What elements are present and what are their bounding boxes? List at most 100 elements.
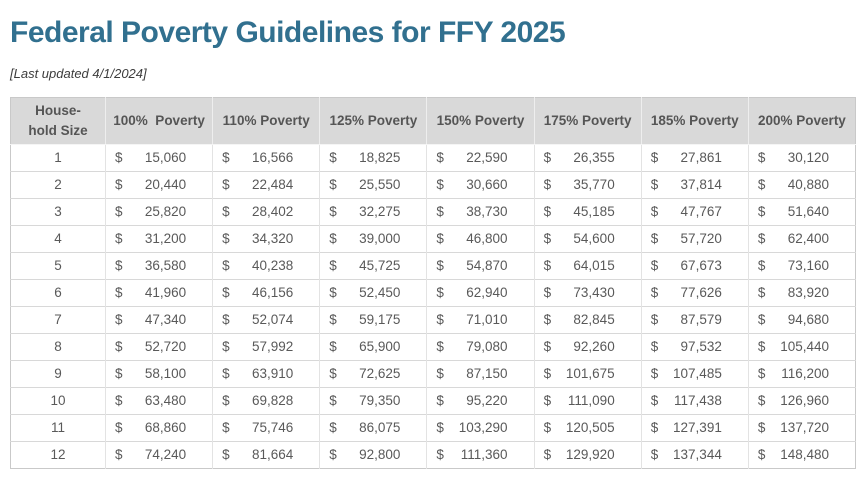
table-row: 11 $68,860 $75,746 $86,075 $103,290 $120,505 $… [10, 413, 856, 441]
dollar-sign: $ [543, 231, 552, 246]
dollar-sign: $ [115, 339, 123, 354]
amount-value: 79,350 [359, 393, 401, 408]
dollar-sign: $ [543, 204, 552, 219]
dollar-sign: $ [115, 393, 123, 408]
amount-cell: $107,485 [640, 359, 749, 387]
amount-cell: $58,100 [104, 359, 213, 387]
amount-value: 52,720 [144, 339, 187, 354]
amount-value: 79,080 [466, 339, 508, 354]
household-size-cell: 11 [10, 413, 106, 441]
dollar-sign: $ [222, 231, 230, 246]
amount-cell: $57,992 [212, 332, 320, 360]
table-row: 9 $58,100 $63,910 $72,625 $87,150 $101,675 $10… [10, 359, 856, 387]
amount-cell: $73,160 [747, 251, 856, 279]
amount-cell: $148,480 [747, 440, 856, 468]
amount-value: 92,800 [359, 447, 401, 462]
amount-value: 52,074 [251, 312, 294, 327]
amount-value: 45,725 [359, 258, 401, 273]
dollar-sign: $ [543, 420, 552, 435]
dollar-sign: $ [543, 312, 552, 327]
amount-value: 25,820 [144, 204, 187, 219]
amount-cell: $22,590 [426, 143, 535, 171]
amount-cell: $54,870 [426, 251, 535, 279]
amount-value: 72,625 [359, 366, 401, 381]
amount-cell: $101,675 [533, 359, 642, 387]
amount-cell: $34,320 [212, 224, 320, 252]
household-size-cell: 5 [10, 251, 106, 279]
amount-value: 31,200 [144, 231, 187, 246]
amount-value: 39,000 [359, 231, 401, 246]
amount-value: 86,075 [359, 420, 401, 435]
dollar-sign: $ [222, 312, 230, 327]
dollar-sign: $ [115, 177, 123, 192]
amount-cell: $71,010 [426, 305, 535, 333]
dollar-sign: $ [115, 231, 123, 246]
dollar-sign: $ [757, 447, 766, 462]
amount-cell: $26,355 [533, 143, 642, 171]
dollar-sign: $ [543, 150, 552, 165]
dollar-sign: $ [222, 177, 230, 192]
amount-value: 16,566 [251, 150, 294, 165]
dollar-sign: $ [329, 231, 337, 246]
amount-cell: $35,770 [533, 170, 642, 198]
dollar-sign: $ [329, 393, 337, 408]
amount-cell: $81,664 [212, 440, 320, 468]
dollar-sign: $ [222, 258, 230, 273]
dollar-sign: $ [650, 447, 659, 462]
amount-cell: $54,600 [533, 224, 642, 252]
amount-cell: $75,746 [212, 413, 320, 441]
amount-cell: $59,175 [319, 305, 427, 333]
dollar-sign: $ [329, 285, 337, 300]
dollar-sign: $ [650, 150, 659, 165]
dollar-sign: $ [329, 447, 337, 462]
amount-value: 57,720 [680, 231, 722, 246]
dollar-sign: $ [222, 339, 230, 354]
amount-cell: $45,185 [533, 197, 642, 225]
amount-cell: $116,200 [747, 359, 856, 387]
amount-cell: $65,900 [319, 332, 427, 360]
household-size-cell: 1 [10, 143, 106, 171]
dollar-sign: $ [436, 231, 444, 246]
amount-value: 97,532 [680, 339, 722, 354]
dollar-sign: $ [436, 312, 444, 327]
amount-cell: $129,920 [533, 440, 642, 468]
amount-cell: $15,060 [104, 143, 213, 171]
dollar-sign: $ [115, 258, 123, 273]
amount-value: 148,480 [780, 447, 829, 462]
amount-value: 22,590 [466, 150, 508, 165]
dollar-sign: $ [436, 177, 444, 192]
amount-cell: $28,402 [212, 197, 320, 225]
amount-value: 101,675 [565, 366, 615, 381]
amount-value: 37,814 [680, 177, 722, 192]
household-size-cell: 7 [10, 305, 106, 333]
dollar-sign: $ [329, 366, 337, 381]
amount-cell: $67,673 [640, 251, 749, 279]
dollar-sign: $ [650, 204, 659, 219]
amount-cell: $62,940 [426, 278, 535, 306]
household-size-cell: 3 [10, 197, 106, 225]
amount-cell: $51,640 [747, 197, 856, 225]
table-row: 1 $15,060 $16,566 $18,825 $22,590 $26,355 $27,… [10, 143, 856, 171]
amount-cell: $39,000 [319, 224, 427, 252]
table-row: 2 $20,440 $22,484 $25,550 $30,660 $35,770 $37,… [10, 170, 856, 198]
amount-cell: $22,484 [212, 170, 320, 198]
amount-value: 46,800 [466, 231, 508, 246]
poverty-guidelines-table: House- hold Size 100% Poverty 110% Poverty… [10, 96, 856, 469]
dollar-sign: $ [757, 285, 766, 300]
amount-value: 62,940 [466, 285, 508, 300]
dollar-sign: $ [650, 366, 659, 381]
amount-cell: $52,074 [212, 305, 320, 333]
amount-cell: $111,360 [426, 440, 535, 468]
amount-cell: $111,090 [533, 386, 642, 414]
dollar-sign: $ [436, 366, 444, 381]
amount-cell: $57,720 [640, 224, 749, 252]
column-header-poverty-level: 110% Poverty [212, 97, 320, 145]
amount-value: 27,861 [680, 150, 722, 165]
amount-cell: $30,660 [426, 170, 535, 198]
amount-value: 15,060 [144, 150, 187, 165]
amount-cell: $31,200 [104, 224, 213, 252]
dollar-sign: $ [543, 177, 552, 192]
amount-cell: $74,240 [104, 440, 213, 468]
amount-value: 81,664 [251, 447, 294, 462]
amount-cell: $117,438 [640, 386, 749, 414]
